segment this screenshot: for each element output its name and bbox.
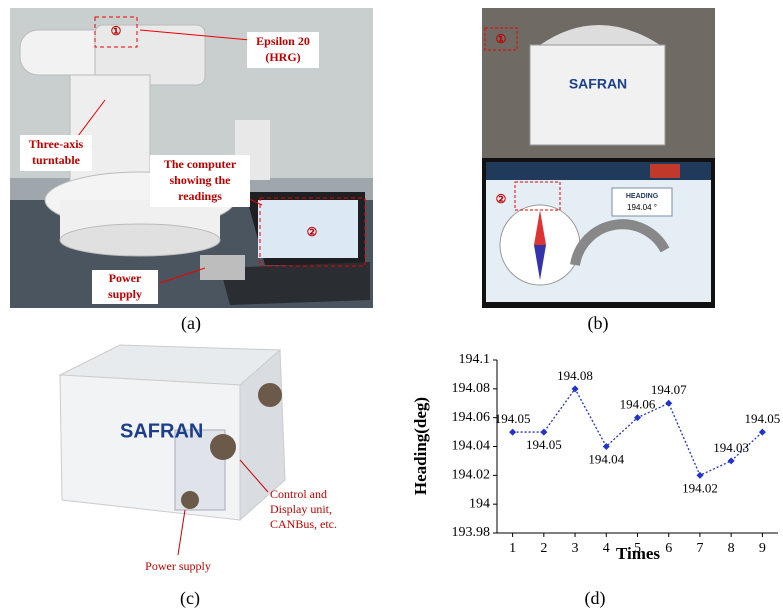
- brand-label: SAFRAN: [120, 420, 203, 442]
- x-tick-label: 4: [603, 541, 610, 556]
- annotation: Three-axis: [29, 137, 84, 151]
- y-tick-label: 194: [469, 496, 490, 511]
- panel-caption: (c): [180, 588, 200, 609]
- x-tick-label: 1: [509, 541, 516, 556]
- pointer: [178, 510, 185, 555]
- marker-label: ②: [307, 225, 318, 239]
- connector: [258, 383, 282, 407]
- panel-caption: (d): [585, 588, 606, 609]
- annotation: Power supply: [145, 559, 211, 573]
- marker-label: ①: [496, 32, 507, 46]
- value-label: 194.06: [620, 397, 656, 412]
- x-tick-label: 9: [759, 541, 766, 556]
- screen-label: HEADING: [626, 193, 659, 200]
- y-tick-label: 193.98: [452, 525, 491, 540]
- marker-label: ①: [111, 24, 122, 38]
- screen-reading: 194.04 °: [627, 203, 657, 212]
- annotation: Control and: [270, 487, 327, 501]
- value-label: 194.05: [526, 437, 562, 452]
- power-supply-box: [200, 255, 245, 280]
- annotation: readings: [178, 189, 222, 203]
- brand-label: SAFRAN: [569, 76, 627, 92]
- value-label: 194.05: [495, 411, 531, 426]
- x-tick-label: 5: [634, 541, 641, 556]
- value-label: 194.08: [557, 368, 593, 383]
- data-point: [665, 400, 672, 407]
- panel-caption: (b): [588, 313, 609, 334]
- x-tick-label: 8: [728, 541, 735, 556]
- photo-b: SAFRAN HEADING 194.04 ° ① ②: [482, 8, 715, 308]
- marker-label: ②: [496, 192, 507, 206]
- photo-a: ① ② Epsilon 20 (HRG) Three-axis turntabl…: [10, 8, 373, 308]
- annotation: Display unit,: [270, 502, 332, 516]
- annotation: supply: [108, 287, 142, 301]
- y-tick-label: 194.08: [452, 381, 491, 396]
- y-tick-label: 194.06: [452, 410, 491, 425]
- y-tick-label: 194.02: [452, 468, 491, 483]
- annotation: showing the: [169, 173, 231, 187]
- figure: ① ② Epsilon 20 (HRG) Three-axis turntabl…: [0, 0, 783, 614]
- annotation: CANBus, etc.: [270, 517, 337, 531]
- y-tick-label: 194.04: [452, 439, 491, 454]
- value-label: 194.05: [745, 411, 781, 426]
- turntable-foot: [60, 224, 220, 256]
- chart: Heading(deg) Times 193.98194194.02194.04…: [411, 352, 780, 563]
- connector: [210, 434, 236, 460]
- data-point: [728, 457, 735, 464]
- annotation: The computer: [164, 157, 237, 171]
- annotation: (HRG): [265, 50, 300, 64]
- x-tick-label: 7: [696, 541, 703, 556]
- data-point: [759, 429, 766, 436]
- value-label: 194.03: [713, 440, 749, 455]
- value-label: 194.07: [651, 382, 687, 397]
- hrg-device: [530, 45, 665, 145]
- value-label: 194.04: [588, 451, 624, 466]
- x-tick-label: 3: [572, 541, 579, 556]
- value-label: 194.02: [682, 480, 718, 495]
- x-tick-label: 6: [665, 541, 672, 556]
- connector: [181, 491, 199, 509]
- x-tick-label: 2: [540, 541, 547, 556]
- panel-caption: (a): [181, 313, 201, 334]
- annotation: turntable: [32, 153, 81, 167]
- photo-c: SAFRAN Control and Display unit, CANBus,…: [60, 345, 337, 573]
- data-point: [696, 472, 703, 479]
- data-point: [540, 429, 547, 436]
- annotation: Epsilon 20: [256, 34, 310, 48]
- y-tick-label: 194.1: [459, 352, 491, 367]
- annotation: Power: [109, 271, 142, 285]
- y-axis-title: Heading(deg): [411, 397, 430, 495]
- data-point: [509, 429, 516, 436]
- screen-button: [650, 164, 680, 178]
